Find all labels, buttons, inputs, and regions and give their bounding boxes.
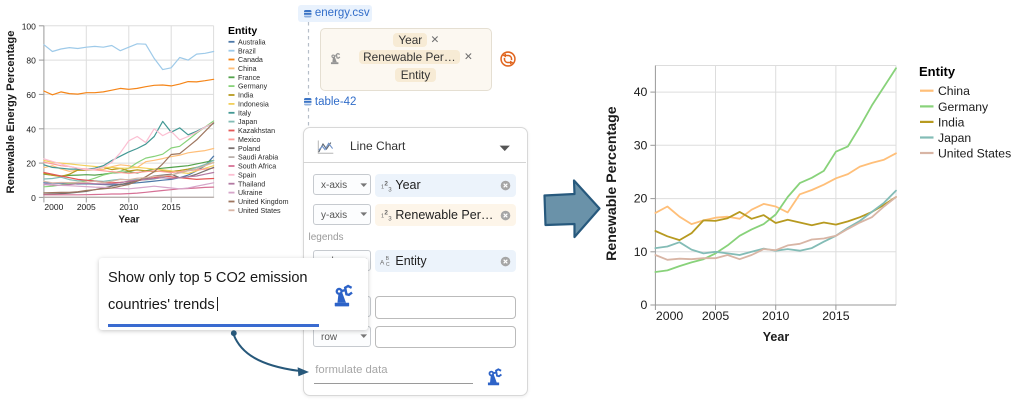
svg-text:China: China — [238, 65, 257, 73]
svg-text:Germany: Germany — [938, 100, 989, 114]
svg-text:South Africa: South Africa — [238, 163, 276, 171]
svg-text:Japan: Japan — [938, 131, 971, 145]
svg-text:100: 100 — [22, 21, 36, 31]
svg-text:China: China — [938, 84, 970, 98]
svg-text:Italy: Italy — [238, 109, 251, 117]
svg-text:2: 2 — [384, 180, 388, 187]
svg-text:2010: 2010 — [119, 202, 138, 212]
svg-text:2015: 2015 — [822, 309, 850, 323]
svg-text:1: 1 — [381, 214, 384, 220]
svg-text:Kazakhstan: Kazakhstan — [238, 127, 275, 135]
svg-text:France: France — [238, 74, 260, 82]
svg-text:Renewable Energy Percentage: Renewable Energy Percentage — [5, 31, 17, 194]
svg-text:60: 60 — [26, 90, 36, 100]
svg-text:20: 20 — [26, 159, 36, 169]
svg-text:Canada: Canada — [238, 56, 263, 64]
svg-text:1: 1 — [381, 184, 384, 190]
svg-text:2000: 2000 — [44, 202, 63, 212]
svg-text:2: 2 — [384, 210, 388, 217]
svg-text:B: B — [386, 255, 390, 261]
svg-text:3: 3 — [388, 186, 392, 192]
svg-text:Ukraine: Ukraine — [238, 189, 262, 197]
svg-text:Saudi Arabia: Saudi Arabia — [238, 154, 278, 162]
svg-text:Entity: Entity — [228, 25, 257, 37]
svg-text:2000: 2000 — [656, 309, 684, 323]
svg-text:India: India — [238, 92, 253, 100]
svg-text:Mexico: Mexico — [238, 136, 261, 144]
svg-text:Year: Year — [763, 330, 790, 344]
svg-text:A: A — [380, 259, 385, 266]
svg-text:United Kingdom: United Kingdom — [238, 198, 289, 206]
svg-text:Year: Year — [118, 215, 139, 226]
svg-text:Renewable Percentage: Renewable Percentage — [604, 106, 620, 261]
svg-text:India: India — [938, 115, 965, 129]
svg-text:2005: 2005 — [702, 309, 730, 323]
svg-text:0: 0 — [31, 193, 36, 203]
svg-text:30: 30 — [634, 138, 648, 152]
svg-text:80: 80 — [26, 56, 36, 66]
svg-text:United States: United States — [938, 146, 1011, 160]
svg-text:2015: 2015 — [162, 202, 181, 212]
svg-text:20: 20 — [634, 192, 648, 206]
svg-text:Australia: Australia — [238, 38, 266, 46]
svg-text:C: C — [386, 262, 390, 267]
svg-text:10: 10 — [634, 245, 648, 259]
svg-text:40: 40 — [634, 85, 648, 99]
svg-text:3: 3 — [388, 215, 392, 221]
svg-text:40: 40 — [26, 124, 36, 134]
svg-text:United States: United States — [238, 207, 281, 215]
svg-text:Germany: Germany — [238, 83, 268, 91]
svg-text:2010: 2010 — [762, 309, 790, 323]
svg-text:Poland: Poland — [238, 145, 260, 153]
svg-text:2005: 2005 — [77, 202, 96, 212]
svg-text:Indonesia: Indonesia — [238, 101, 269, 109]
svg-text:Brazil: Brazil — [238, 47, 256, 55]
svg-text:Japan: Japan — [238, 118, 257, 126]
svg-text:Spain: Spain — [238, 171, 256, 179]
svg-text:Entity: Entity — [919, 64, 956, 79]
svg-text:Thailand: Thailand — [238, 180, 265, 188]
svg-text:0: 0 — [641, 298, 648, 312]
